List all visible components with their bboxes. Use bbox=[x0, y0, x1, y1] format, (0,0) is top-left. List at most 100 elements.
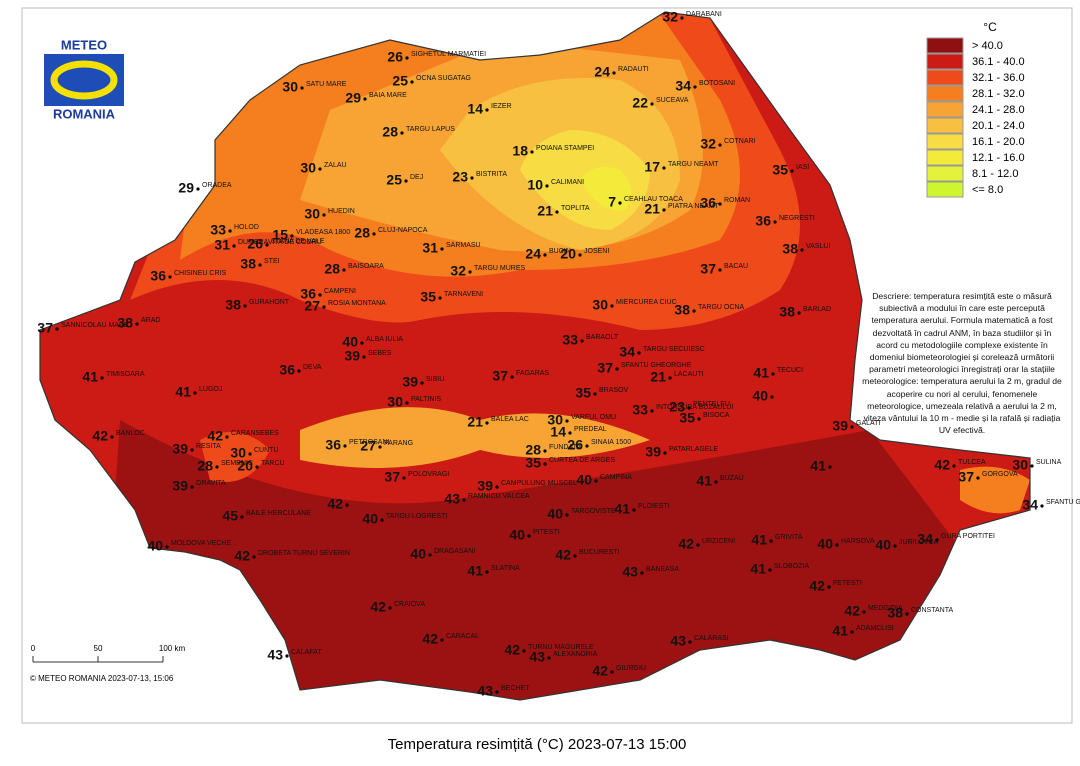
station-dot bbox=[318, 293, 322, 297]
station-name: MEDGIDIA bbox=[868, 605, 903, 612]
station-dot bbox=[693, 85, 697, 89]
station-value: 42 bbox=[92, 428, 108, 444]
logo-top: METEO bbox=[61, 37, 107, 52]
station-dot bbox=[618, 201, 622, 205]
station-dot bbox=[771, 372, 775, 376]
station-value: 28 bbox=[382, 124, 398, 140]
legend-label: > 40.0 bbox=[972, 40, 1003, 52]
station-value: 37 bbox=[37, 320, 53, 336]
station-name: SINAIA 1500 bbox=[591, 439, 631, 446]
station-dot bbox=[662, 166, 666, 170]
station-name: CHISINEU CRIS bbox=[174, 270, 226, 277]
station-value: 26 bbox=[387, 49, 403, 65]
station-value: 42 bbox=[809, 578, 825, 594]
station-name: POIANA STAMPEI bbox=[536, 145, 594, 152]
station-value: 30 bbox=[1012, 457, 1028, 473]
station-value: 37 bbox=[384, 469, 400, 485]
station-name: SIGHETUL MARMATIEI bbox=[411, 51, 486, 58]
station-value: 42 bbox=[844, 603, 860, 619]
station-value: 33 bbox=[562, 332, 578, 348]
legend: > 40.0 36.1 - 40.0 32.1 - 36.0 28.1 - 32.0 2… bbox=[926, 37, 1025, 198]
station-value: 40 bbox=[547, 506, 563, 522]
station-dot bbox=[360, 341, 364, 345]
station-dot bbox=[893, 544, 897, 548]
station-name: PENTELEU bbox=[693, 401, 730, 408]
station-name: DRAGASANI bbox=[434, 548, 475, 555]
station-name: VARFUL OMU bbox=[571, 414, 616, 421]
station-name: CALARASI bbox=[694, 635, 729, 642]
station-name: MIERCUREA CIUC bbox=[616, 299, 677, 306]
station-name: CONSTANTA bbox=[911, 607, 953, 614]
station-dot bbox=[110, 435, 114, 439]
station-value: 40 bbox=[147, 538, 163, 554]
station-dot bbox=[687, 406, 691, 410]
station-value: 35 bbox=[420, 289, 436, 305]
station-value: 40 bbox=[342, 334, 358, 350]
station-name: POLOVRAGI bbox=[408, 471, 449, 478]
station-dot bbox=[935, 538, 939, 542]
station-dot bbox=[632, 508, 636, 512]
station-value: 40 bbox=[875, 537, 891, 553]
station-value: 32 bbox=[700, 136, 716, 152]
station-value: 28 bbox=[324, 261, 340, 277]
station-dot bbox=[297, 369, 301, 373]
station-dot bbox=[522, 649, 526, 653]
station-name: ALBA IULIA bbox=[366, 336, 403, 343]
station-value: 43 bbox=[477, 683, 493, 699]
station-value: 28 bbox=[525, 442, 541, 458]
station-value: 43 bbox=[622, 564, 638, 580]
station-value: 17 bbox=[644, 159, 660, 175]
station-dot bbox=[800, 248, 804, 252]
legend-swatch bbox=[926, 149, 964, 166]
station-value: 33 bbox=[210, 222, 226, 238]
station-dot bbox=[530, 150, 534, 154]
station-value: 43 bbox=[529, 649, 545, 665]
station-dot bbox=[790, 169, 794, 173]
station-dot bbox=[615, 367, 619, 371]
station-name: MOLDOVA VECHE bbox=[171, 540, 231, 547]
station-dot bbox=[342, 268, 346, 272]
station-dot bbox=[578, 253, 582, 257]
station-dot bbox=[769, 539, 773, 543]
station-dot bbox=[773, 220, 777, 224]
station-dot bbox=[594, 479, 598, 483]
station-dot bbox=[495, 485, 499, 489]
station-name: SIBIU bbox=[426, 376, 444, 383]
station-name: GORGOVA bbox=[982, 471, 1018, 478]
station-dot bbox=[343, 444, 347, 448]
station-dot bbox=[215, 465, 219, 469]
station-name: CAMPENI bbox=[324, 288, 356, 295]
station-name: DROBETA TURNU SEVERIN bbox=[258, 550, 350, 557]
station-name: VLADEASA 1800 bbox=[296, 229, 350, 236]
station-value: 32 bbox=[662, 9, 678, 25]
station-dot bbox=[485, 570, 489, 574]
station-value: 35 bbox=[772, 162, 788, 178]
legend-swatch bbox=[926, 117, 964, 134]
station-name: DEVA bbox=[303, 364, 322, 371]
station-dot bbox=[680, 16, 684, 20]
station-name: TARGU LOGRESTI bbox=[386, 513, 447, 520]
station-dot bbox=[663, 451, 667, 455]
station-name: SFANTU GHEORGHE bbox=[1046, 499, 1080, 506]
station-name: SEMENIC bbox=[221, 460, 253, 467]
station-dot bbox=[100, 376, 104, 380]
station-dot bbox=[828, 465, 832, 469]
station-name: CARANSEBES bbox=[231, 430, 279, 437]
station-value: 28 bbox=[354, 225, 370, 241]
station-name: GRIVITA bbox=[775, 534, 803, 541]
station-dot bbox=[545, 184, 549, 188]
station-value: 41 bbox=[750, 561, 766, 577]
station-name: PETROSANI bbox=[349, 439, 390, 446]
station-dot bbox=[428, 553, 432, 557]
station-value: 20 bbox=[237, 458, 253, 474]
station-value: 18 bbox=[512, 143, 528, 159]
station-dot bbox=[248, 452, 252, 456]
station-dot bbox=[637, 351, 641, 355]
legend-label: 24.1 - 28.0 bbox=[972, 104, 1025, 116]
station-dot bbox=[255, 465, 259, 469]
station-name: BAILE HERCULANE bbox=[246, 510, 311, 517]
station-dot bbox=[300, 86, 304, 90]
station-name: TULCEA bbox=[958, 459, 986, 466]
station-name: HARSOVA bbox=[841, 538, 875, 545]
station-value: 29 bbox=[345, 90, 361, 106]
